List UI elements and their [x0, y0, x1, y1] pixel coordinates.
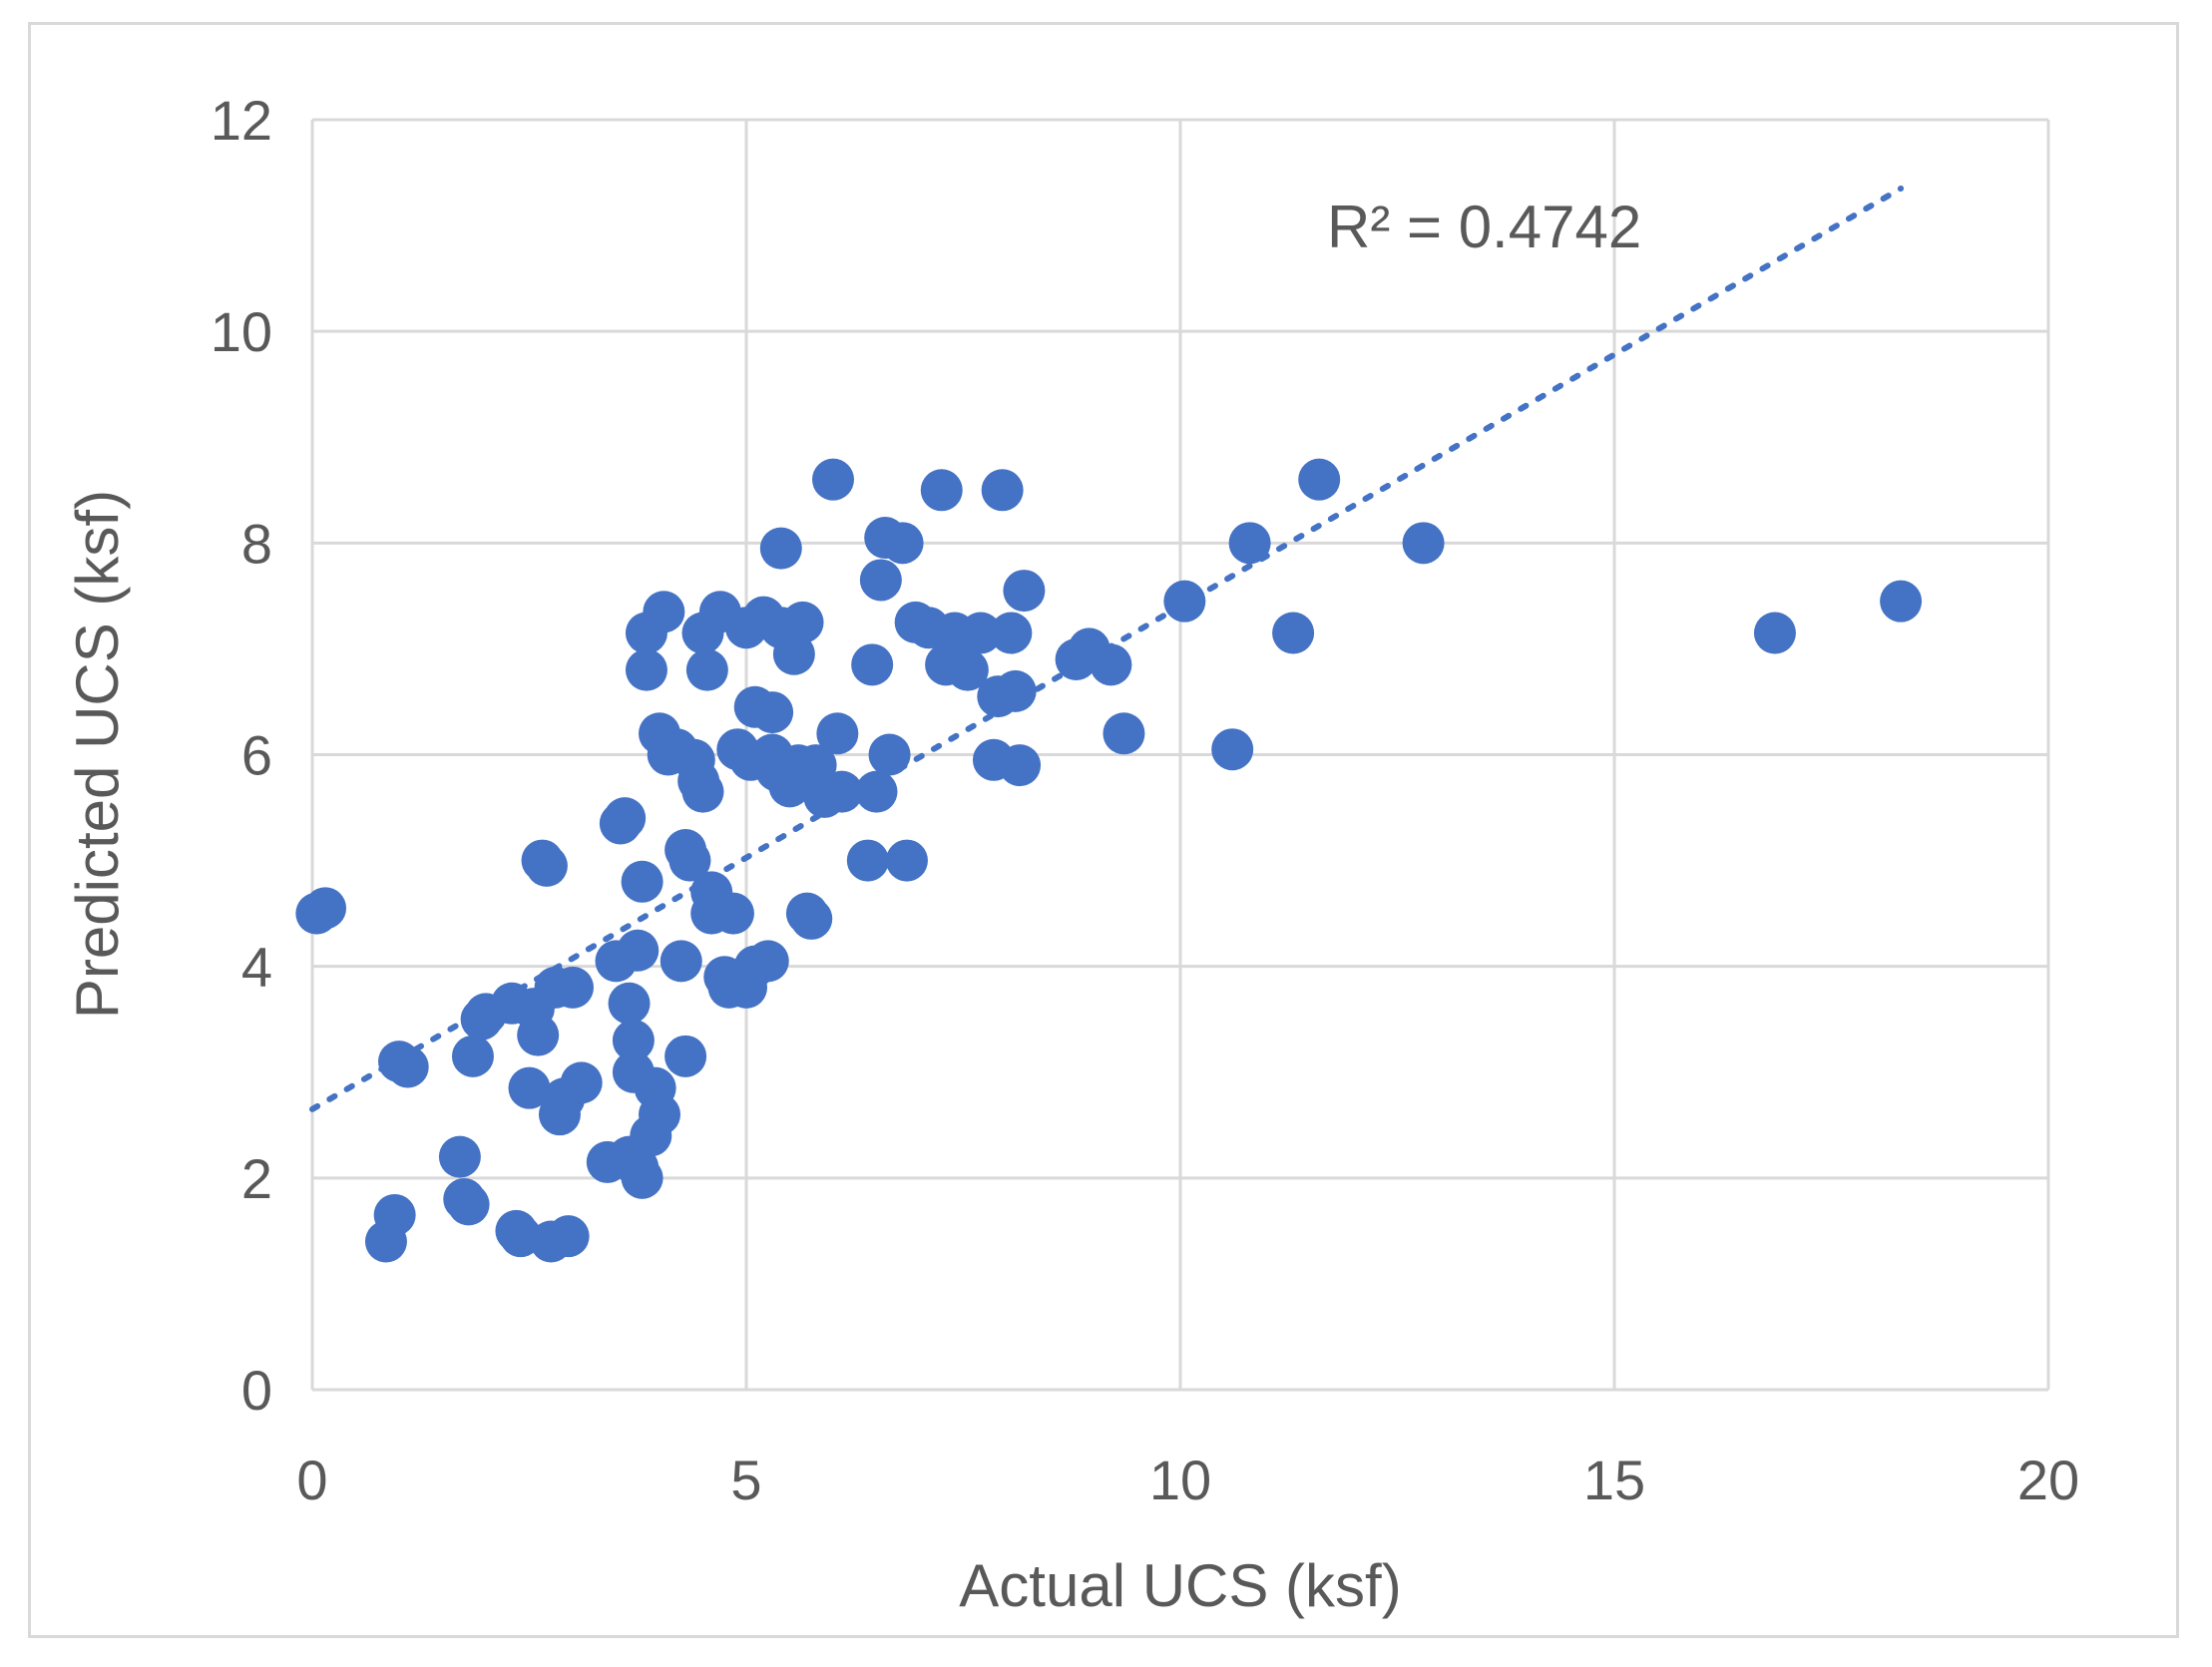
data-point — [868, 733, 911, 776]
data-point — [451, 1035, 494, 1077]
data-point — [604, 797, 647, 840]
data-point — [660, 940, 702, 983]
y-tick-label: 0 — [241, 1359, 272, 1422]
y-axis-title: Predicted UCS (ksf) — [64, 490, 131, 1019]
data-point — [759, 527, 802, 570]
data-point — [643, 591, 685, 633]
y-tick-labels: 0 2 4 6 8 10 12 — [211, 89, 272, 1422]
y-tick-label: 4 — [241, 936, 272, 999]
y-tick-label: 10 — [211, 300, 272, 363]
data-point — [612, 1019, 655, 1061]
data-point — [621, 1156, 664, 1199]
data-point — [668, 839, 711, 882]
data-point — [1103, 712, 1145, 755]
data-point — [517, 1014, 560, 1056]
data-point — [617, 929, 660, 972]
data-point — [959, 612, 1002, 654]
data-point — [552, 966, 594, 1009]
data-points — [295, 458, 1923, 1263]
x-tick-label: 20 — [2017, 1449, 2079, 1511]
data-point — [990, 612, 1033, 654]
data-point — [999, 744, 1042, 787]
data-point — [1003, 570, 1046, 613]
data-point — [881, 522, 924, 565]
data-point — [621, 860, 664, 903]
data-point — [790, 897, 833, 940]
data-point — [772, 632, 815, 675]
data-point — [386, 1045, 429, 1088]
data-point — [794, 744, 837, 787]
data-point — [781, 601, 824, 643]
data-point — [508, 1066, 551, 1109]
x-tick-label: 5 — [730, 1449, 761, 1511]
data-point — [851, 643, 894, 686]
data-point — [994, 669, 1037, 712]
data-point — [625, 648, 667, 691]
data-point — [608, 982, 651, 1025]
data-point — [1090, 643, 1132, 686]
gridlines — [310, 118, 2050, 1392]
data-point — [1402, 522, 1445, 565]
r-squared-annotation: R² = 0.4742 — [1327, 194, 1641, 260]
data-point — [746, 940, 789, 983]
data-point — [816, 712, 859, 755]
data-point — [639, 1093, 680, 1136]
data-point — [685, 648, 728, 691]
data-point — [946, 648, 989, 691]
data-point — [1272, 612, 1315, 654]
data-point — [525, 844, 568, 887]
x-tick-label: 0 — [296, 1449, 327, 1511]
data-point — [711, 892, 754, 935]
data-point — [820, 770, 863, 813]
data-point — [1298, 458, 1341, 501]
x-tick-label: 10 — [1149, 1449, 1211, 1511]
x-tick-labels: 0 5 10 15 20 — [296, 1449, 2079, 1511]
x-tick-label: 15 — [1583, 1449, 1645, 1511]
data-point — [812, 458, 854, 501]
data-point — [855, 770, 898, 813]
y-tick-label: 12 — [211, 89, 272, 152]
data-point — [1880, 580, 1923, 623]
x-axis-title: Actual UCS (ksf) — [959, 1552, 1401, 1619]
data-point — [373, 1193, 416, 1236]
data-point — [438, 1135, 481, 1178]
data-point — [981, 469, 1024, 512]
data-point — [547, 1215, 590, 1258]
data-point — [920, 469, 963, 512]
y-tick-label: 6 — [241, 724, 272, 787]
data-point — [664, 1035, 707, 1077]
data-point — [751, 691, 794, 734]
y-tick-label: 8 — [241, 512, 272, 575]
data-point — [885, 839, 928, 882]
data-point — [1163, 580, 1206, 623]
data-point — [560, 1061, 603, 1104]
data-point — [304, 887, 347, 930]
data-point — [1211, 728, 1254, 771]
data-point — [447, 1183, 490, 1226]
data-point — [1753, 612, 1796, 654]
data-point — [846, 839, 889, 882]
data-point — [681, 770, 724, 813]
data-point — [859, 559, 902, 602]
y-tick-label: 2 — [241, 1147, 272, 1210]
data-point — [1228, 522, 1271, 565]
chart-frame — [28, 22, 2179, 1638]
